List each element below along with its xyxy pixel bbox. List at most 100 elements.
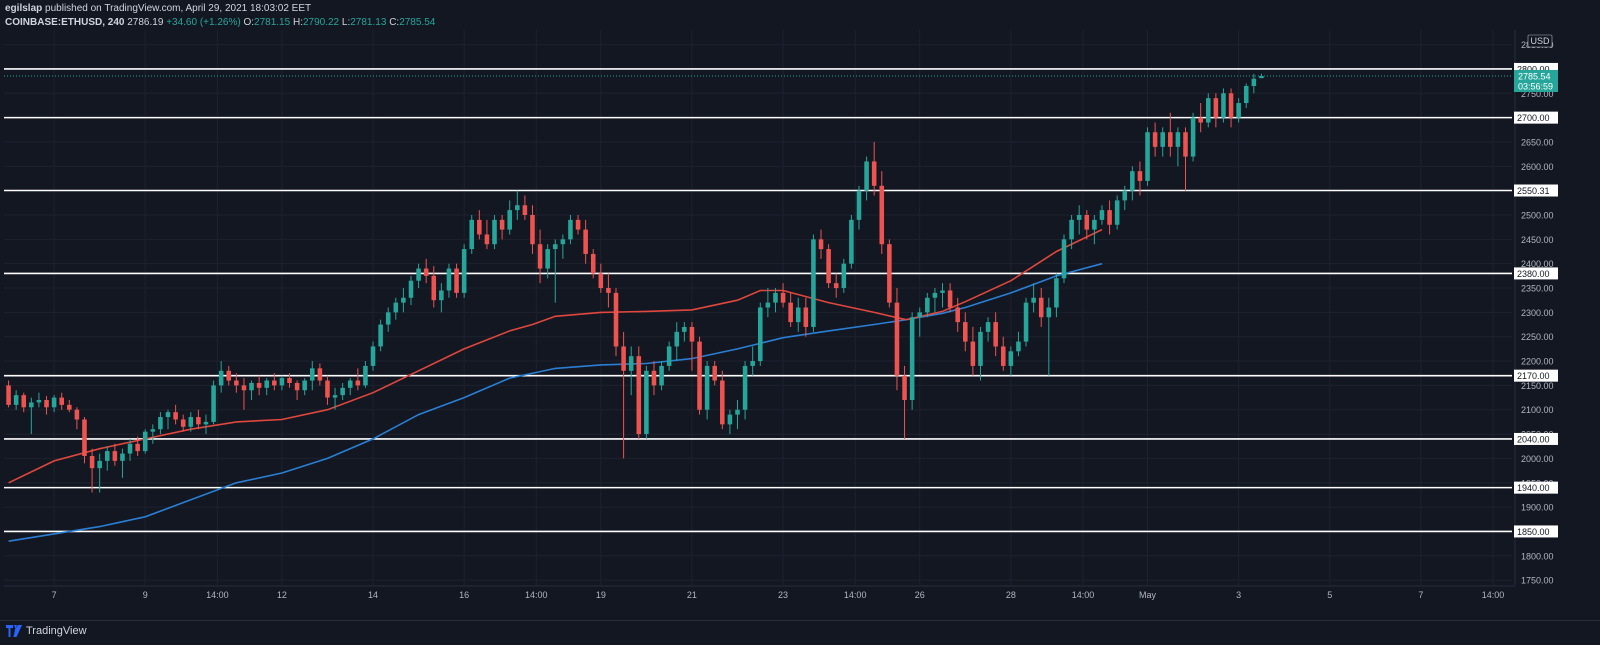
time-tick-label: 28 xyxy=(1006,590,1016,600)
candle xyxy=(196,417,201,425)
candle xyxy=(302,380,307,391)
chart-header: egilslap published on TradingView.com, A… xyxy=(0,0,1600,30)
candle xyxy=(446,268,452,291)
candle xyxy=(211,385,216,422)
candle xyxy=(621,346,626,371)
candle xyxy=(1038,297,1044,318)
time-tick-label: 23 xyxy=(778,590,788,600)
candle xyxy=(82,419,87,456)
candle xyxy=(29,402,34,408)
candle xyxy=(1175,132,1181,147)
candle xyxy=(674,331,680,347)
candle xyxy=(249,382,254,391)
level-tag-label: 2700.00 xyxy=(1517,113,1550,123)
time-tick-label: 14 xyxy=(368,590,378,600)
level-tag xyxy=(1514,369,1558,382)
candle xyxy=(864,161,869,191)
price-tick-label: 2600.00 xyxy=(1521,162,1554,172)
time-tick-label: 16 xyxy=(459,590,469,600)
candle xyxy=(310,368,315,381)
candle xyxy=(1190,117,1196,157)
countdown-label: 03:56:59 xyxy=(1518,81,1553,91)
time-tick-label: 7 xyxy=(52,590,57,600)
candle xyxy=(666,346,672,366)
candle xyxy=(180,419,186,427)
candle xyxy=(1031,297,1036,303)
candle xyxy=(1168,132,1173,147)
candle xyxy=(97,460,102,469)
candle xyxy=(142,431,148,452)
candle xyxy=(970,341,976,366)
candle xyxy=(226,370,232,381)
candle xyxy=(818,239,824,250)
candle xyxy=(104,451,110,461)
currency-badge xyxy=(1527,34,1553,48)
candle xyxy=(697,341,702,410)
tradingview-logo[interactable]: TradingView xyxy=(6,625,87,637)
time-tick-label: 19 xyxy=(596,590,606,600)
time-tick-label: 12 xyxy=(277,590,287,600)
price-tick-label: 2400.00 xyxy=(1521,259,1554,269)
candle xyxy=(773,292,778,303)
close-label: C: xyxy=(389,17,400,28)
candle xyxy=(1084,215,1090,230)
price-tick-label: 2500.00 xyxy=(1521,211,1554,221)
candle xyxy=(887,244,892,303)
candle xyxy=(682,326,687,332)
time-axis[interactable]: 7 9 14:00 12 14 16 14:00 19 21 23 14:00 26 28 14:00 Ma… xyxy=(4,585,1515,600)
candle xyxy=(1145,132,1150,181)
candle xyxy=(492,219,497,245)
price-tick-label: 2650.00 xyxy=(1521,137,1554,147)
candle xyxy=(758,307,763,362)
candle xyxy=(408,280,414,298)
open-value: 2781.15 xyxy=(254,17,291,28)
candle xyxy=(575,219,581,230)
time-tick-label: 7 xyxy=(1418,590,1423,600)
price-tick-label: 2750.00 xyxy=(1521,89,1554,99)
level-tag xyxy=(1514,267,1558,280)
candle xyxy=(279,378,285,386)
price-tick-label: 2450.00 xyxy=(1521,235,1554,245)
candle xyxy=(59,397,64,405)
candle xyxy=(917,312,923,318)
candle xyxy=(530,215,535,245)
price-tick-label: 2350.00 xyxy=(1521,284,1554,294)
candle xyxy=(484,234,490,245)
candle xyxy=(218,370,224,386)
candle xyxy=(978,331,983,366)
level-tag-label: 2550.31 xyxy=(1517,186,1550,196)
candle xyxy=(6,385,11,405)
ohlc-legend: COINBASE:ETHUSD, 240 2786.19 +34.60 (+1.… xyxy=(5,17,435,28)
symbol-label[interactable]: COINBASE:ETHUSD, 240 xyxy=(5,17,125,28)
candle xyxy=(272,380,277,386)
candle xyxy=(590,253,596,274)
level-tag xyxy=(1514,481,1558,494)
candle xyxy=(1023,302,1029,342)
candle xyxy=(423,268,429,276)
candle xyxy=(461,249,467,293)
candle xyxy=(454,268,459,293)
author-name[interactable]: egilslap xyxy=(5,3,43,14)
candle xyxy=(1130,171,1135,191)
time-tick-label: 14:00 xyxy=(1072,590,1095,600)
candle xyxy=(803,307,809,327)
level-tag xyxy=(1514,432,1558,445)
candle xyxy=(1221,93,1226,118)
candle xyxy=(894,302,900,376)
time-tick-label: 14:00 xyxy=(206,590,229,600)
candle xyxy=(158,417,163,430)
candle xyxy=(120,453,125,461)
price-tick-label: 2200.00 xyxy=(1521,357,1554,367)
candle xyxy=(750,361,755,366)
candle xyxy=(317,368,323,381)
level-tag-label: 2800.00 xyxy=(1517,64,1550,74)
candle xyxy=(36,400,42,403)
price-axis[interactable]: 1750.001800.001850.001900.001950.002000.… xyxy=(1514,30,1558,586)
candle xyxy=(993,322,998,347)
candle xyxy=(985,322,991,332)
price-chart[interactable]: 1750.001800.001850.001900.001950.002000.… xyxy=(0,0,1600,620)
candle xyxy=(742,365,748,410)
candle xyxy=(871,161,877,186)
candle xyxy=(355,380,361,386)
candle xyxy=(1160,132,1165,147)
